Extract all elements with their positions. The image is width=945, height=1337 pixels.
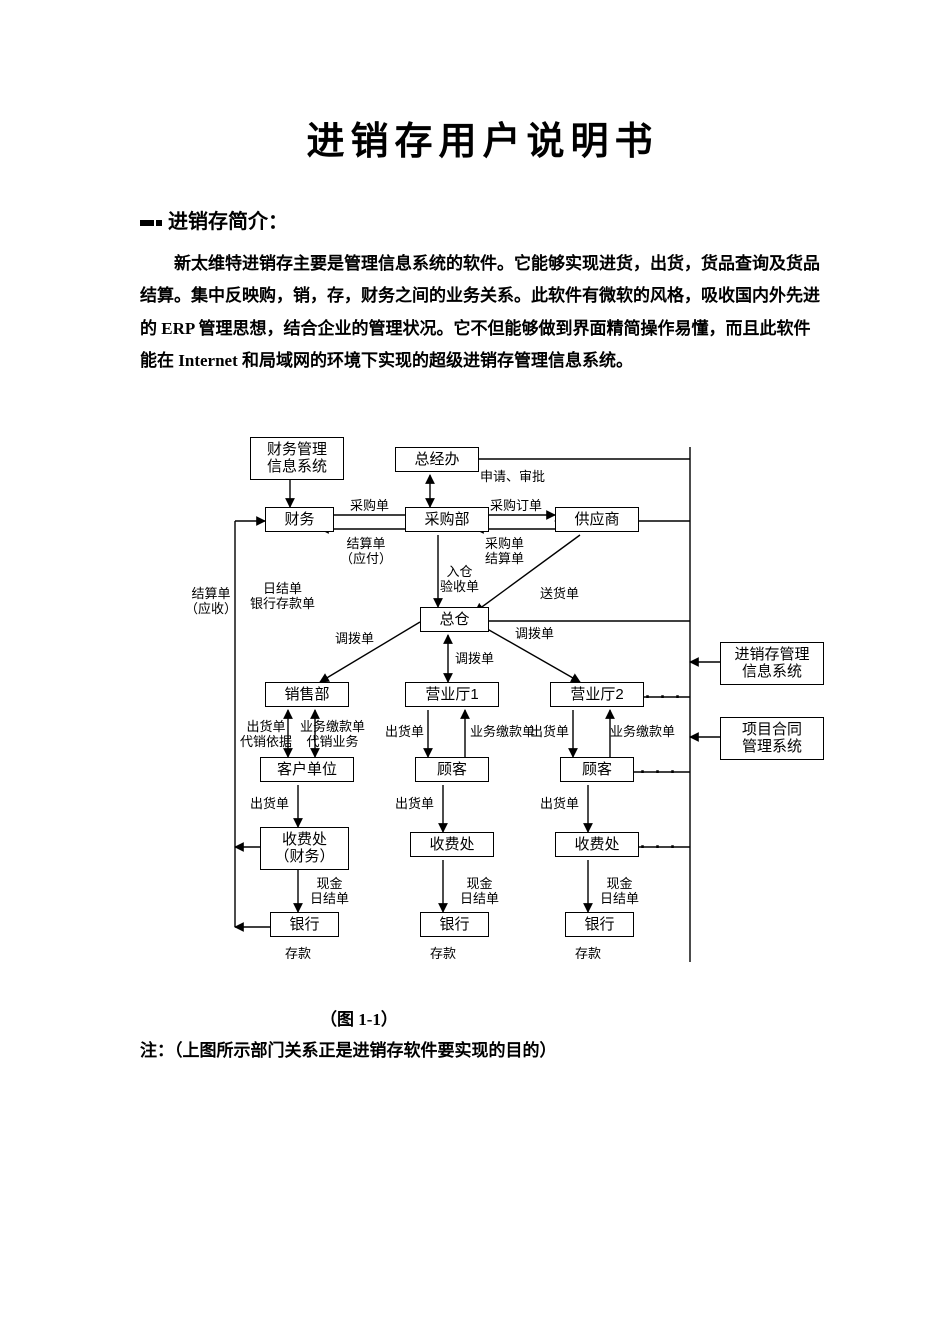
- flowchart-edge-label: 申请、审批: [480, 470, 545, 485]
- flowchart-edge-label: 现金日结单: [600, 877, 639, 907]
- figure-caption: （图 1-1）: [320, 1005, 825, 1030]
- flowchart-node-bank2: 银行: [565, 912, 634, 937]
- flowchart-node-cust1: 顾客: [415, 757, 489, 782]
- flowchart-node-bank1: 银行: [420, 912, 489, 937]
- flowchart-edge-label: 出货单: [530, 725, 569, 740]
- flowchart-edge-label: 存款: [285, 947, 311, 962]
- flowchart-node-sup: 供应商: [555, 507, 639, 532]
- flowchart-edge-label: 业务缴款单: [470, 725, 535, 740]
- flowchart-edge-label: 采购单: [350, 499, 389, 514]
- section-heading: 进销存简介：: [140, 205, 825, 234]
- flowchart-diagram: 财务管理信息系统 总经办财务 采购部 供应商总仓销售部 营业厅1 营业厅2 客户单位 顾客 顾客…: [180, 437, 880, 997]
- flowchart-edge-label: 调拨单: [335, 632, 374, 647]
- flowchart-edge-label: 存款: [430, 947, 456, 962]
- flowchart-node-hall2: 营业厅2: [550, 682, 644, 707]
- doc-title: 进销存用户说明书: [140, 110, 825, 165]
- flowchart-edge-label: 存款: [575, 947, 601, 962]
- flowchart-node-sales: 销售部: [265, 682, 349, 707]
- flowchart-edge-label: 出货单: [540, 797, 579, 812]
- flowchart-edge-label: 结算单（应付）: [340, 537, 392, 567]
- flowchart-node-wh: 总仓: [420, 607, 489, 632]
- flowchart-node-pur: 采购部: [405, 507, 489, 532]
- ellipsis-icon: · · ·: [640, 762, 678, 783]
- flowchart-edge-label: 出货单: [385, 725, 424, 740]
- flowchart-node-cash1: 收费处: [410, 832, 494, 857]
- flowchart-node-hall1: 营业厅1: [405, 682, 499, 707]
- flowchart-edge-label: 采购单结算单: [485, 537, 524, 567]
- flowchart-edge-label: 采购订单: [490, 499, 542, 514]
- flowchart-node-cust2: 顾客: [560, 757, 634, 782]
- bullet-icon: [140, 220, 154, 226]
- flowchart-node-pcms: 项目合同管理系统: [720, 717, 824, 760]
- figure-note: 注：（上图所示部门关系正是进销存软件要实现的目的）: [140, 1036, 825, 1061]
- flowchart-node-fin: 财务: [265, 507, 334, 532]
- bullet-icon: [156, 220, 162, 226]
- flowchart-node-cash2: 收费处: [555, 832, 639, 857]
- flowchart-edge-label: 日结单银行存款单: [250, 582, 315, 612]
- flowchart-edge-label: 业务缴款单代销业务: [300, 720, 365, 750]
- flowchart-edge-label: 现金日结单: [310, 877, 349, 907]
- flowchart-edge-label: 业务缴款单: [610, 725, 675, 740]
- flowchart-edge-label: 结算单（应收）: [185, 587, 237, 617]
- flowchart-edge-label: 调拨单: [515, 627, 554, 642]
- flowchart-edge-label: 入仓验收单: [440, 565, 479, 595]
- section-heading-text: 进销存简介：: [168, 211, 288, 233]
- flowchart-edge-label: 出货单: [395, 797, 434, 812]
- flowchart-edge-label: 送货单: [540, 587, 579, 602]
- flowchart-node-fms: 财务管理信息系统: [250, 437, 344, 480]
- flowchart-node-ims: 进销存管理信息系统: [720, 642, 824, 685]
- ellipsis-icon: · · ·: [640, 837, 678, 858]
- ellipsis-icon: · · ·: [645, 687, 683, 708]
- flowchart-edge-label: 出货单: [250, 797, 289, 812]
- flowchart-edge-label: 出货单代销依据: [240, 720, 292, 750]
- flowchart-node-cash0: 收费处（财务）: [260, 827, 349, 870]
- flowchart-node-cust0: 客户单位: [260, 757, 354, 782]
- flowchart-node-bank0: 银行: [270, 912, 339, 937]
- flowchart-edge-label: 调拨单: [455, 652, 494, 667]
- intro-paragraph: 新太维特进销存主要是管理信息系统的软件。它能够实现进货，出货，货品查询及货品结算…: [140, 248, 825, 377]
- flowchart-edge-label: 现金日结单: [460, 877, 499, 907]
- flowchart-node-gmo: 总经办: [395, 447, 479, 472]
